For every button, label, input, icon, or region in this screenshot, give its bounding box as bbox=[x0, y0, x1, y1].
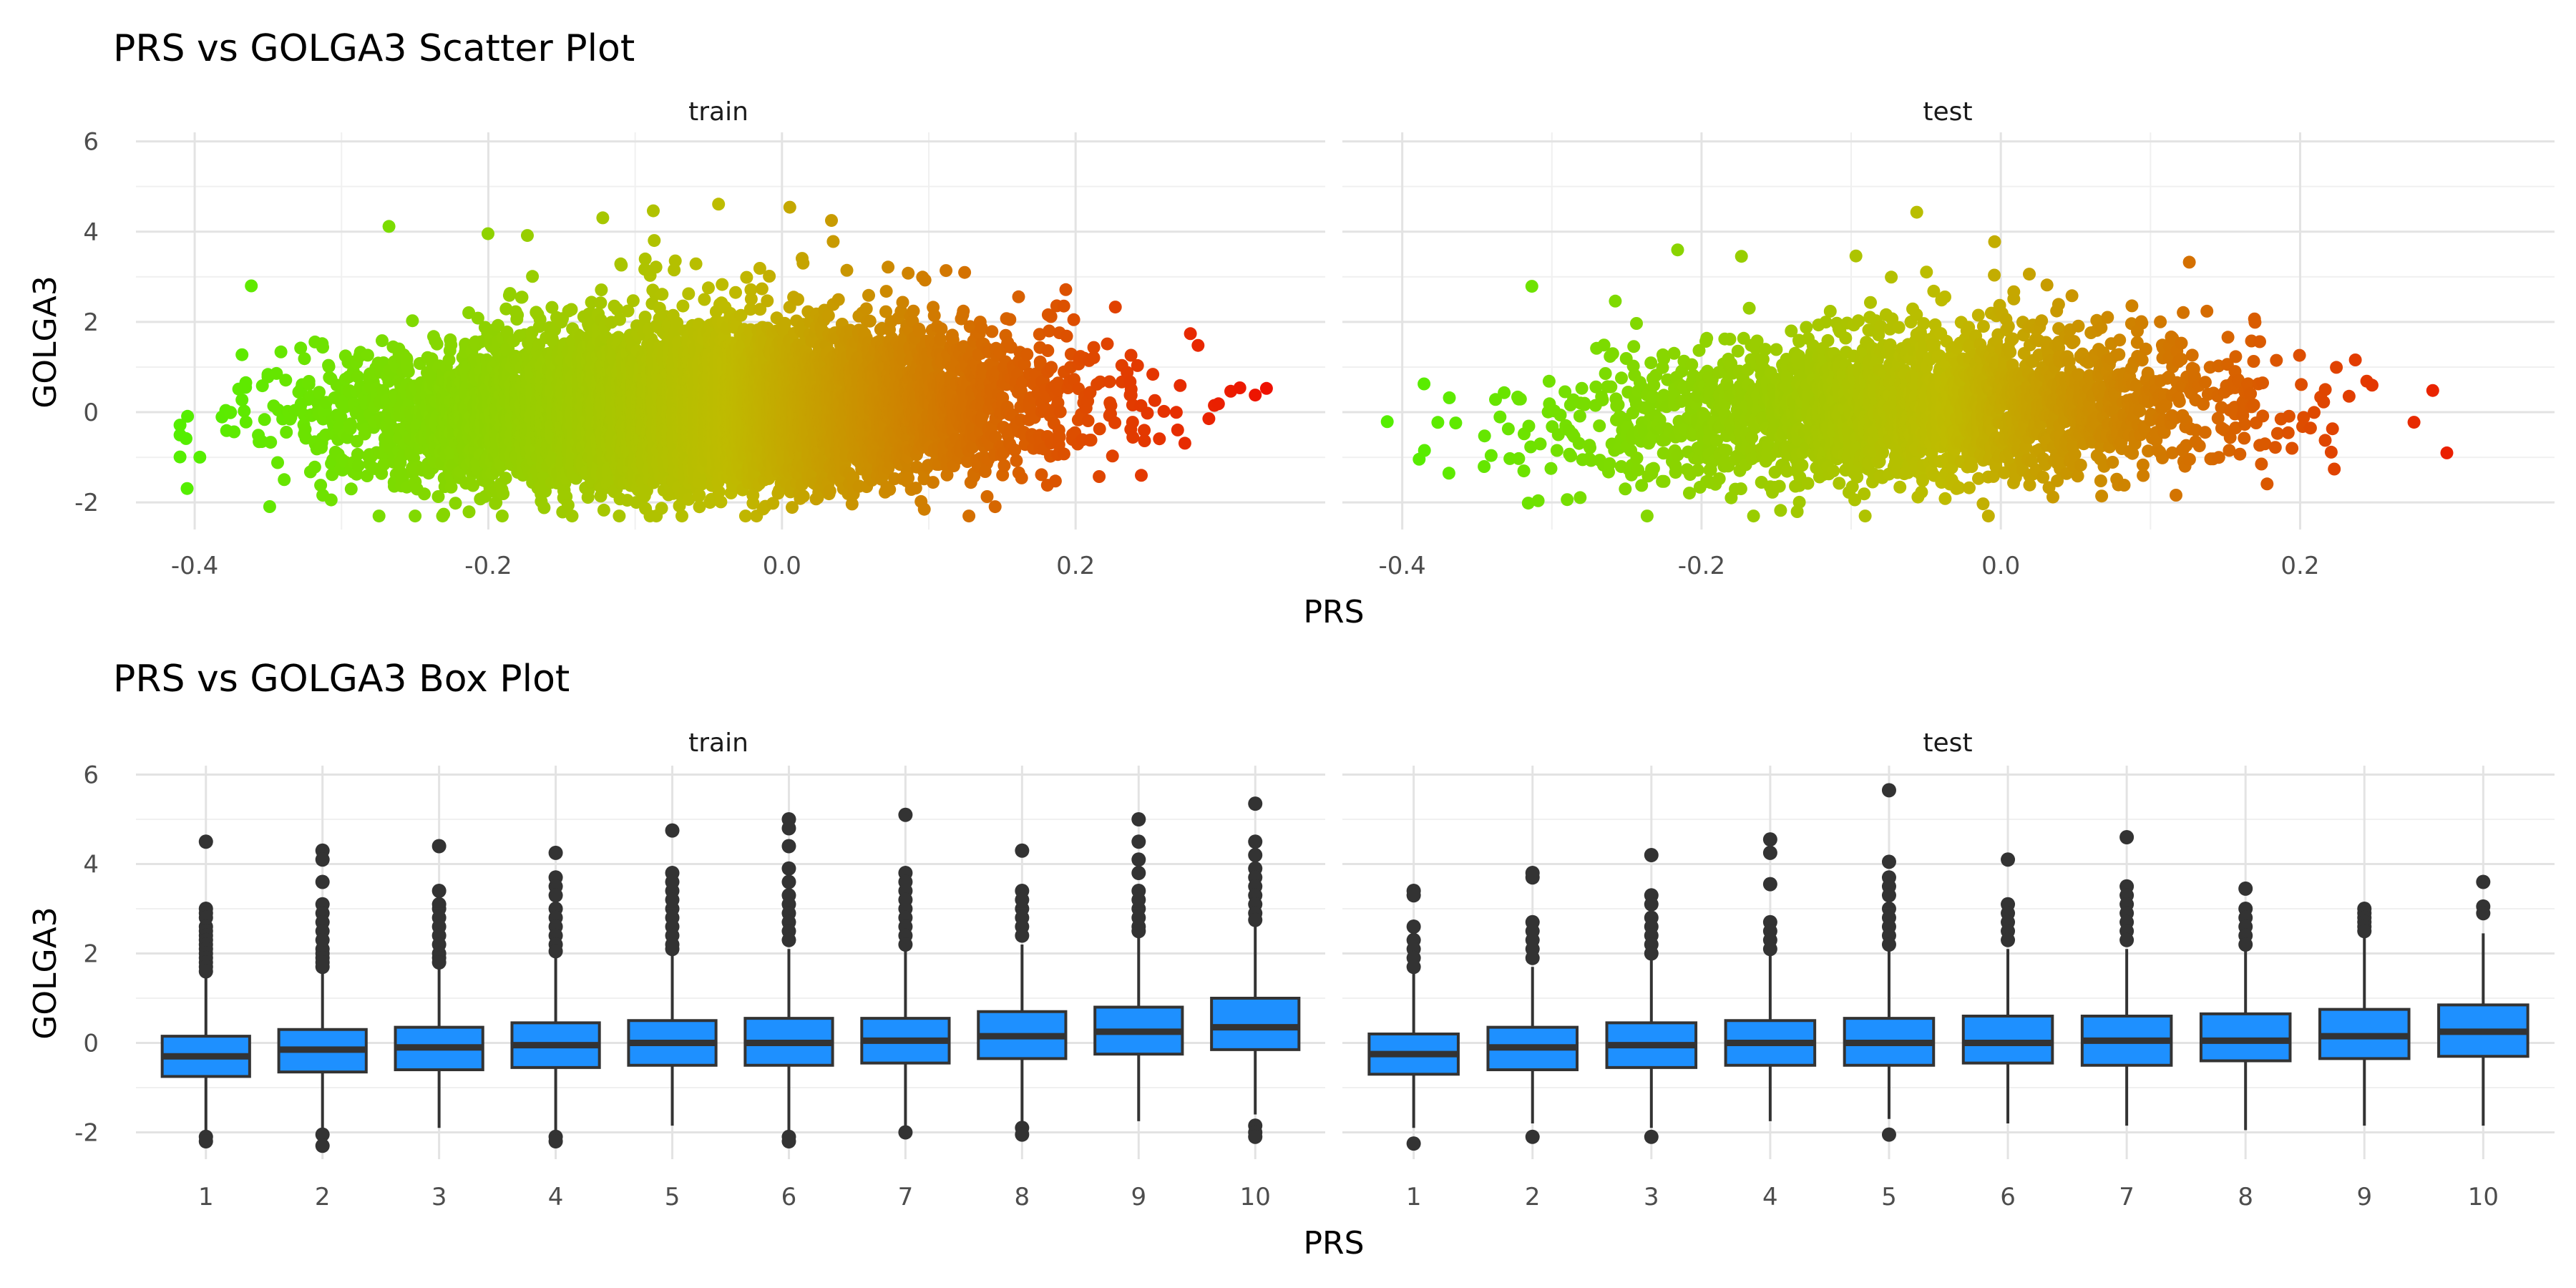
scatter-plot-title: PRS vs GOLGA3 Scatter Plot bbox=[113, 27, 635, 70]
scatter-point bbox=[649, 260, 663, 274]
scatter-point bbox=[693, 488, 706, 502]
scatter-point bbox=[597, 503, 610, 517]
scatter-point bbox=[449, 497, 462, 510]
scatter-point bbox=[344, 482, 358, 496]
scatter-point bbox=[689, 257, 703, 270]
scatter-point bbox=[224, 406, 238, 419]
scatter-point bbox=[173, 450, 187, 464]
scatter-point bbox=[279, 374, 293, 387]
scatter-point bbox=[180, 482, 194, 495]
scatter-point bbox=[565, 303, 578, 316]
scatter-point bbox=[503, 287, 517, 301]
scatter-point bbox=[648, 234, 661, 248]
scatter-point bbox=[280, 426, 293, 439]
scatter-point bbox=[521, 229, 534, 243]
scatter-point bbox=[308, 460, 321, 474]
scatter-point bbox=[351, 447, 364, 461]
scatter-point bbox=[495, 509, 509, 523]
scatter-point bbox=[334, 411, 348, 424]
scatter-point bbox=[181, 409, 195, 423]
scatter-point bbox=[180, 431, 192, 445]
scatter-point bbox=[361, 348, 374, 362]
scatter-point bbox=[444, 338, 458, 351]
scatter-point bbox=[294, 341, 308, 355]
scatter-point bbox=[682, 287, 696, 301]
scatter-point bbox=[668, 254, 682, 268]
scatter-point bbox=[228, 425, 241, 439]
scatter-point bbox=[526, 270, 540, 283]
scatter-point bbox=[418, 487, 431, 501]
scatter-point bbox=[409, 509, 422, 523]
scatter-point bbox=[565, 509, 579, 523]
scatter-point bbox=[615, 258, 628, 272]
scatter-point bbox=[235, 348, 249, 361]
scatter-point bbox=[638, 311, 652, 324]
scatter-point bbox=[298, 352, 311, 366]
scatter-point bbox=[515, 291, 529, 304]
scatter-point bbox=[437, 507, 451, 521]
scatter-point bbox=[313, 386, 326, 399]
scatter-point bbox=[626, 294, 640, 308]
scatter-point bbox=[278, 473, 291, 487]
scatter-point bbox=[594, 296, 608, 310]
scatter-point bbox=[638, 252, 652, 265]
scatter-point bbox=[675, 509, 688, 523]
scatter-point bbox=[263, 500, 276, 513]
scatter-point bbox=[258, 413, 271, 426]
scatter-point bbox=[314, 479, 328, 492]
scatter-point bbox=[322, 360, 336, 374]
scatter-point bbox=[613, 509, 626, 523]
scatter-point bbox=[324, 493, 338, 507]
scatter-point bbox=[238, 404, 251, 418]
scatter-point bbox=[173, 419, 187, 432]
scatter-point bbox=[302, 375, 316, 388]
scatter-point bbox=[497, 487, 510, 500]
scatter-point bbox=[676, 299, 690, 313]
scatter-point bbox=[245, 279, 258, 293]
scatter-point bbox=[239, 376, 253, 389]
scatter-point bbox=[274, 345, 288, 358]
scatter-point bbox=[499, 472, 512, 485]
scatter-point bbox=[482, 227, 494, 240]
scatter-point bbox=[343, 417, 357, 431]
scatter-point bbox=[430, 337, 444, 351]
scatter-point bbox=[351, 459, 365, 472]
scatter-point bbox=[235, 393, 249, 406]
scatter-point bbox=[316, 341, 329, 354]
scatter-train-points bbox=[173, 197, 1273, 523]
scatter-point bbox=[401, 365, 415, 379]
scatter-point bbox=[702, 281, 715, 295]
scatter-point bbox=[406, 314, 419, 328]
scatter-point bbox=[372, 509, 386, 523]
scatter-point bbox=[271, 456, 284, 469]
scatter-point bbox=[193, 450, 207, 464]
scatter-point bbox=[239, 415, 253, 429]
scatter-point bbox=[596, 211, 610, 225]
scatter-point bbox=[595, 283, 608, 297]
scatter-point bbox=[382, 220, 396, 233]
scatter-point bbox=[655, 288, 669, 301]
scatter-point bbox=[647, 204, 660, 218]
scatter-plot-section: PRS vs GOLGA3 Scatter Plot train -0.4 -0.… bbox=[27, 27, 2555, 630]
scatter-point bbox=[376, 334, 389, 348]
scatter-panel-train: train -0.4 -0.2 0.0 0.2 bbox=[136, 97, 1325, 580]
scatter-point bbox=[511, 308, 525, 322]
scatter-point bbox=[698, 293, 711, 306]
scatter-point bbox=[537, 501, 551, 514]
scatter-point bbox=[655, 502, 668, 515]
scatter-point bbox=[270, 366, 283, 380]
scatter-point bbox=[264, 436, 278, 449]
scatter-point bbox=[462, 505, 476, 519]
